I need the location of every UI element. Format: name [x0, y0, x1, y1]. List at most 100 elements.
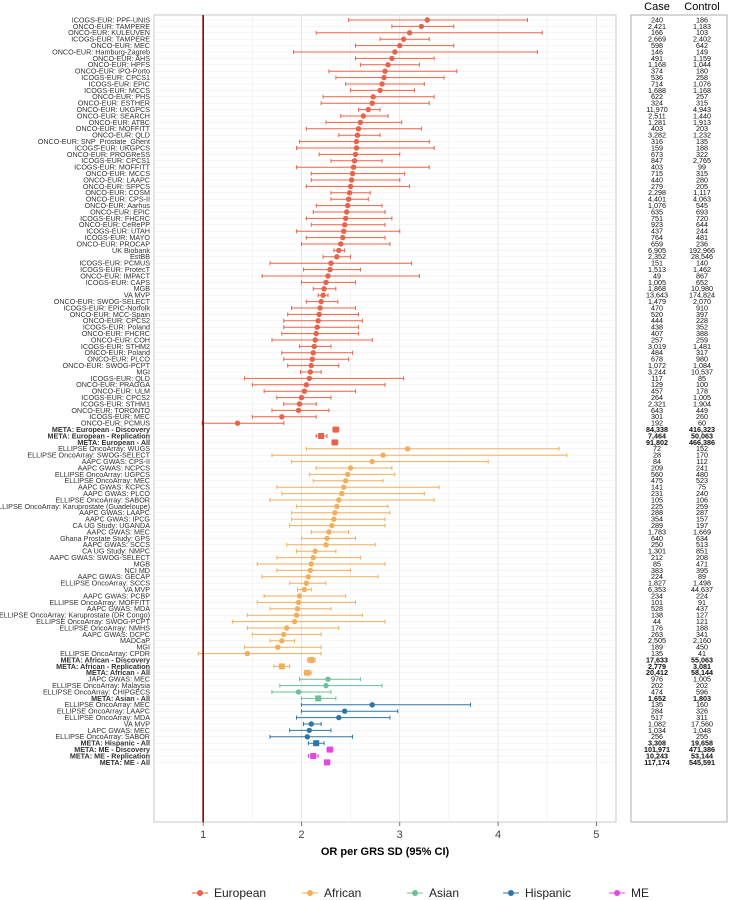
case-count: 289 — [651, 521, 663, 530]
row-label: ICOGS-EUR: UTAH — [86, 227, 150, 236]
estimate-point — [275, 644, 281, 650]
case-count: 176 — [651, 623, 663, 632]
control-count: 112 — [696, 457, 707, 466]
estimate-point — [304, 734, 311, 740]
case-count: 72 — [653, 444, 661, 453]
control-count: 127 — [696, 611, 708, 620]
estimate-point — [323, 682, 329, 689]
row-label: ONCO-EUR: PROGReSS — [67, 150, 150, 159]
control-count: 140 — [696, 259, 708, 268]
case-count: 976 — [651, 675, 663, 684]
control-count: 449 — [696, 406, 708, 415]
estimate-point — [324, 535, 330, 542]
control-count: 1,913 — [693, 118, 711, 127]
control-count: 4,943 — [693, 105, 711, 114]
row-label: MGI — [136, 367, 150, 376]
case-count: 284 — [651, 707, 663, 716]
control-count: 259 — [696, 502, 708, 511]
legend: European African Asian Hispanic ME — [192, 886, 649, 900]
case-count: 2,779 — [648, 662, 666, 671]
legend-swatch-point — [307, 890, 313, 896]
case-count: 622 — [651, 92, 663, 101]
case-count: 438 — [651, 323, 663, 332]
case-count: 279 — [651, 182, 663, 191]
row-label: META: European - All — [77, 438, 150, 447]
meta-estimate-square — [313, 740, 320, 747]
case-count: 189 — [651, 643, 663, 652]
control-count: 280 — [696, 175, 708, 184]
case-count: 354 — [651, 515, 663, 524]
row-label: CA UG Study: NMPC — [82, 547, 150, 556]
estimate-point — [298, 394, 305, 401]
case-count: 301 — [651, 412, 663, 421]
case-count: 437 — [651, 227, 663, 236]
control-count: 596 — [696, 687, 708, 696]
case-count: 491 — [651, 54, 663, 63]
row-label: ELLIPSE OncoArray: MOFFITT — [49, 598, 150, 607]
row-label: AAPC GWAS: CPS-II — [82, 457, 150, 466]
control-count: 186 — [696, 15, 708, 24]
control-count: 203 — [696, 124, 708, 133]
case-count: 520 — [651, 310, 663, 319]
control-count: 241 — [696, 463, 708, 472]
case-count: 1,082 — [648, 719, 666, 728]
row-label: ONCO-EUR: AHS — [92, 54, 150, 63]
estimate-point — [281, 631, 287, 638]
row-label: AAPC GWAS: SCCS — [83, 540, 150, 549]
control-count: 1,117 — [693, 188, 710, 197]
control-count: 224 — [696, 591, 708, 600]
case-count: 517 — [651, 713, 663, 722]
row-label: MGI — [136, 643, 150, 652]
estimates — [197, 15, 568, 822]
control-count: 60 — [698, 419, 706, 428]
estimate-point — [345, 196, 352, 202]
control-count: 471 — [696, 559, 708, 568]
case-count: 2,352 — [648, 252, 666, 261]
row-label: ONCO-EUR: Poland — [84, 348, 150, 357]
control-count: 545,591 — [689, 758, 715, 767]
control-count: 1,498 — [693, 579, 711, 588]
row-label: AAPC GWAS: LAAPC — [79, 508, 150, 517]
estimate-point — [377, 87, 383, 94]
estimate-point — [351, 158, 358, 164]
row-label: MGB — [134, 559, 151, 568]
case-count: 44 — [653, 617, 661, 626]
x-axis: 1 2 3 4 5 — [200, 822, 599, 841]
estimate-point — [332, 510, 338, 516]
x-tick-label: 1 — [200, 829, 206, 841]
estimate-point — [369, 100, 375, 106]
meta-estimate-square — [310, 753, 317, 759]
row-label: ONCO-EUR: HPFS — [88, 60, 151, 69]
estimate-point — [340, 234, 346, 241]
estimate-point — [357, 119, 364, 126]
estimate-point — [341, 484, 347, 490]
estimate-point — [348, 177, 355, 183]
row-label: ONCO-EUR: PLCO — [87, 355, 150, 364]
control-count: 1,232 — [693, 131, 711, 140]
row-label: AAPC GWAS: DCPC — [82, 630, 150, 639]
row-label: ICOGS-EUR: ProtecT — [80, 265, 150, 274]
control-count: 2,765 — [693, 156, 711, 165]
control-header: Control — [684, 1, 719, 13]
control-count: 2,070 — [693, 297, 711, 306]
control-count: 41 — [698, 649, 706, 658]
estimate-point — [321, 286, 327, 292]
estimate-point — [327, 266, 333, 273]
row-label: AAPC GWAS: KCPCS — [78, 483, 150, 492]
meta-estimate-square — [324, 759, 331, 766]
case-count: 407 — [651, 329, 663, 338]
estimate-point — [310, 554, 316, 561]
estimate-point — [397, 42, 403, 49]
case-count: 475 — [651, 476, 663, 485]
row-label: ONCO-EUR: MEC — [91, 41, 150, 50]
control-count: 28,546 — [691, 252, 713, 261]
case-count: 444 — [651, 316, 663, 325]
estimate-point — [347, 465, 354, 471]
estimate-point — [318, 298, 324, 305]
x-axis-label: OR per GRS SD (95% CI) — [321, 846, 450, 858]
estimate-point — [341, 228, 347, 234]
row-label: ICOGS-EUR: MEC — [89, 412, 150, 421]
case-count: 209 — [651, 463, 663, 472]
row-label: ICOGS-EUR: UKGPCS — [75, 143, 150, 152]
